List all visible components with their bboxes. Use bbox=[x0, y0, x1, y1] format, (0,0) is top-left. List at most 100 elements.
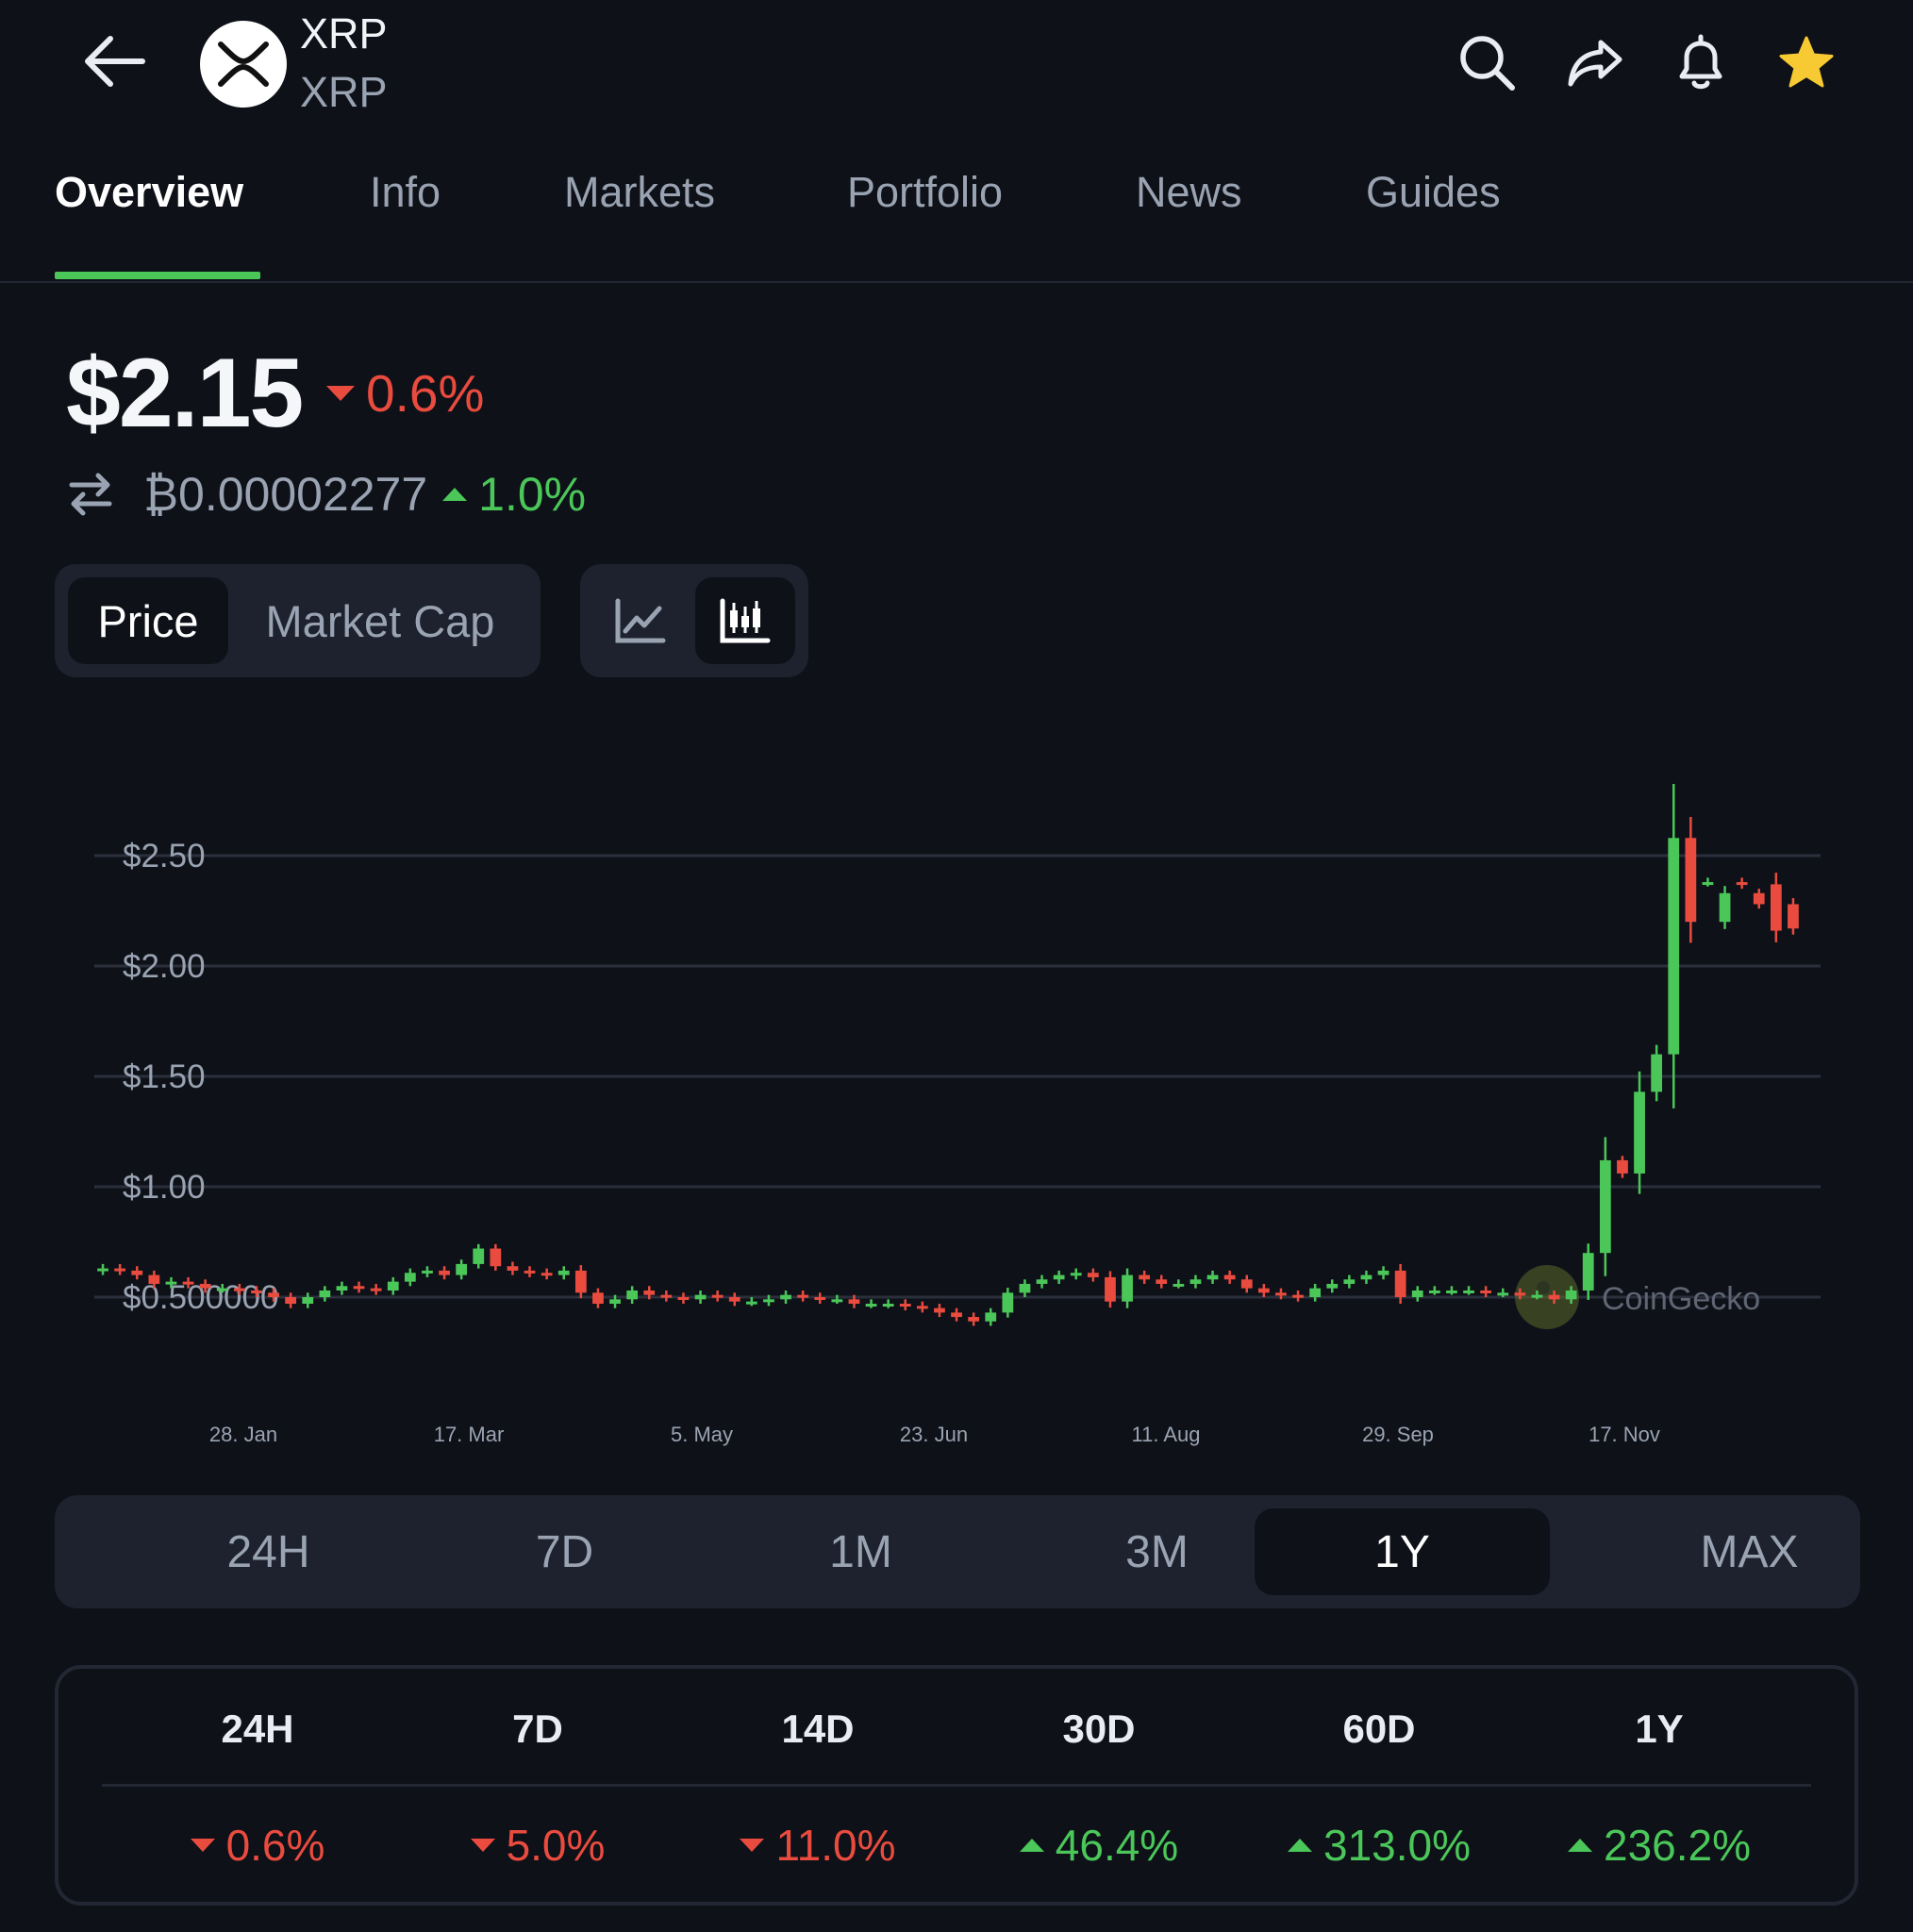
caret-up-icon bbox=[1287, 1839, 1312, 1852]
coin-name: XRP bbox=[300, 68, 388, 116]
line-chart-icon bbox=[615, 598, 666, 643]
back-button[interactable] bbox=[75, 26, 155, 96]
candle bbox=[848, 1294, 860, 1308]
candle bbox=[1002, 1288, 1014, 1318]
candle bbox=[660, 1290, 673, 1302]
coingecko-watermark: CoinGecko bbox=[1515, 1265, 1760, 1329]
candle bbox=[456, 1259, 468, 1280]
candle bbox=[968, 1312, 980, 1326]
candle bbox=[951, 1307, 962, 1322]
performance-cell: 1Y 236.2% bbox=[1519, 1669, 1800, 1905]
candle bbox=[1651, 1044, 1663, 1102]
x-tick-label: 17. Mar bbox=[434, 1423, 505, 1446]
usd-change-value: 0.6% bbox=[366, 364, 485, 423]
period-label: 7D bbox=[512, 1707, 563, 1751]
alert-button[interactable] bbox=[1666, 28, 1736, 98]
candle bbox=[1463, 1286, 1474, 1295]
tab-guides[interactable]: Guides bbox=[1366, 168, 1501, 216]
candle bbox=[1599, 1137, 1611, 1276]
share-button[interactable] bbox=[1560, 28, 1630, 98]
candle bbox=[336, 1281, 348, 1295]
tab-markets[interactable]: Markets bbox=[564, 168, 716, 216]
candle bbox=[574, 1265, 587, 1299]
performance-cell: 14D 11.0% bbox=[677, 1669, 958, 1905]
share-icon bbox=[1568, 40, 1622, 87]
range-3m[interactable]: 3M bbox=[1125, 1526, 1189, 1577]
candle bbox=[1223, 1270, 1236, 1284]
caret-down-icon bbox=[470, 1839, 495, 1852]
caret-down-icon bbox=[326, 386, 355, 401]
x-tick-label: 23. Jun bbox=[900, 1423, 968, 1446]
swap-icon bbox=[69, 473, 112, 516]
app-header: XRP XRP bbox=[0, 0, 1913, 127]
candle bbox=[1702, 877, 1714, 887]
back-arrow-icon bbox=[85, 36, 145, 87]
candle bbox=[1105, 1271, 1116, 1308]
candle bbox=[319, 1286, 331, 1302]
candle bbox=[882, 1299, 894, 1308]
performance-table: 24H 0.6% 7D 5.0% 14D 11.0% 30D 46.4% 60D… bbox=[55, 1665, 1858, 1906]
line-chart-button[interactable] bbox=[593, 577, 688, 664]
range-7d[interactable]: 7D bbox=[535, 1526, 594, 1577]
tab-portfolio[interactable]: Portfolio bbox=[847, 168, 1004, 216]
btc-change-value: 1.0% bbox=[478, 468, 587, 521]
performance-cell: 7D 5.0% bbox=[397, 1669, 678, 1905]
candle bbox=[1240, 1274, 1253, 1293]
candle bbox=[1411, 1286, 1423, 1302]
search-button[interactable] bbox=[1453, 28, 1522, 98]
bell-icon bbox=[1679, 34, 1722, 90]
star-icon bbox=[1779, 36, 1834, 88]
x-tick-label: 28. Jan bbox=[209, 1423, 277, 1446]
candle bbox=[233, 1283, 245, 1295]
performance-cell: 24H 0.6% bbox=[117, 1669, 398, 1905]
candle bbox=[148, 1270, 160, 1289]
period-change: 5.0% bbox=[397, 1820, 678, 1871]
candle bbox=[745, 1297, 757, 1307]
tab-bar: Overview Info Markets Portfolio News Gui… bbox=[0, 142, 1913, 283]
candle bbox=[1634, 1071, 1645, 1194]
candle bbox=[1326, 1279, 1339, 1293]
range-1y[interactable]: 1Y bbox=[1255, 1508, 1550, 1595]
tab-info[interactable]: Info bbox=[370, 168, 441, 216]
caret-down-icon bbox=[740, 1839, 765, 1852]
range-24h[interactable]: 24H bbox=[226, 1526, 310, 1577]
candle bbox=[1394, 1263, 1406, 1305]
candle bbox=[609, 1294, 621, 1308]
candle bbox=[1770, 873, 1782, 942]
caret-down-icon bbox=[190, 1839, 215, 1852]
xrp-logo-icon bbox=[200, 21, 287, 108]
candle bbox=[422, 1266, 433, 1277]
market-cap-option[interactable]: Market Cap bbox=[265, 595, 495, 646]
y-tick-label: $2.50 bbox=[123, 838, 206, 874]
usd-price: $2.15 bbox=[66, 339, 304, 448]
svg-text:CoinGecko: CoinGecko bbox=[1602, 1281, 1760, 1317]
candle bbox=[268, 1288, 279, 1302]
performance-cell: 30D 46.4% bbox=[958, 1669, 1239, 1905]
tab-overview[interactable]: Overview bbox=[55, 168, 244, 216]
price-option[interactable]: Price bbox=[68, 577, 228, 664]
price-chart[interactable]: $0.500000 $1.00 $1.50 $2.00 $2.50 CoinGecko … bbox=[0, 717, 1913, 1453]
range-max[interactable]: MAX bbox=[1700, 1526, 1799, 1577]
candle bbox=[1070, 1268, 1082, 1280]
tab-news[interactable]: News bbox=[1136, 168, 1242, 216]
candle bbox=[694, 1290, 707, 1305]
candlestick-button[interactable] bbox=[695, 577, 795, 664]
candle bbox=[1206, 1270, 1219, 1284]
candlestick-chart[interactable]: $0.500000$1.00$1.50$2.00$2.50 CoinGecko … bbox=[0, 717, 1913, 1453]
candle bbox=[1582, 1243, 1594, 1300]
usd-price-change: 0.6% bbox=[326, 363, 484, 424]
btc-price: ₿0.00002277 bbox=[143, 468, 428, 521]
period-label: 60D bbox=[1342, 1707, 1416, 1751]
candle bbox=[97, 1263, 108, 1275]
candle bbox=[916, 1301, 928, 1313]
candle bbox=[1565, 1286, 1577, 1305]
period-change: 236.2% bbox=[1519, 1820, 1800, 1871]
candle bbox=[507, 1261, 519, 1275]
candle bbox=[1514, 1288, 1526, 1300]
watchlist-button[interactable] bbox=[1772, 28, 1841, 98]
range-1m[interactable]: 1M bbox=[829, 1526, 892, 1577]
candle bbox=[1019, 1279, 1031, 1297]
candle bbox=[1428, 1286, 1440, 1295]
candle bbox=[780, 1290, 791, 1305]
chart-type-toggle bbox=[580, 564, 808, 677]
